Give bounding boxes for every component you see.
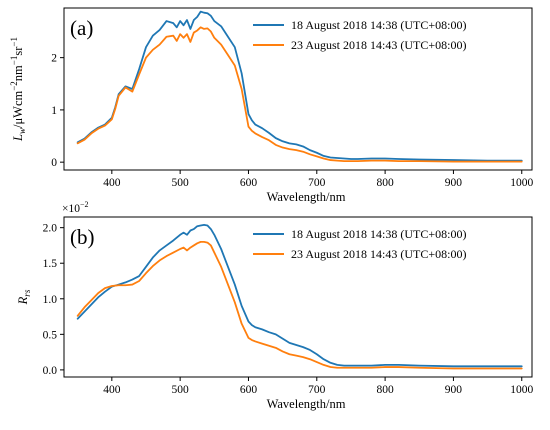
legend-entry-2: 23 August 2018 14:43 (UTC+08:00) — [291, 247, 466, 261]
series-line-1 — [76, 10, 523, 162]
y-label-subscript: w — [17, 128, 27, 134]
legend-entry-1: 18 August 2018 14:38 (UTC+08:00) — [291, 227, 466, 241]
x-tick-label: 900 — [445, 384, 463, 396]
x-tick-label: 900 — [445, 177, 463, 189]
y-axis-label: Rrs — [16, 289, 32, 305]
y-label-superscript: −1 — [9, 56, 19, 66]
plot-frame — [63, 7, 533, 171]
x-tick-label: 400 — [103, 384, 121, 396]
y-tick-label: 1.5 — [43, 258, 58, 270]
x-tick-label: 800 — [376, 384, 394, 396]
y-label-superscript: −2 — [9, 81, 19, 91]
x-tick-label: 500 — [172, 177, 190, 189]
x-tick-label: 800 — [376, 177, 394, 189]
y-tick-label: 0.0 — [43, 365, 58, 377]
scale-base: ×10 — [62, 203, 80, 215]
series-line-2 — [76, 240, 523, 370]
series-line-1 — [76, 223, 523, 368]
x-tick-label: 400 — [103, 177, 121, 189]
y-label-subscript: rs — [22, 289, 32, 297]
y-label-superscript: −1 — [9, 37, 19, 47]
y-tick-label: 0.5 — [43, 329, 58, 341]
y-tick-label: 2.0 — [43, 223, 58, 235]
y-tick-label: 2 — [51, 53, 57, 65]
legend: 18 August 2018 14:38 (UTC+08:00) 23 Augus… — [253, 227, 466, 261]
panel-label: (b) — [70, 225, 95, 249]
legend-entry-2: 23 August 2018 14:43 (UTC+08:00) — [291, 38, 466, 52]
y-axis-label: Lw/μWcm−2nm−1sr−1 — [9, 37, 27, 142]
y-label-symbol: L — [11, 134, 25, 142]
y-scale-multiplier: ×10−2 — [62, 200, 89, 215]
y-label-unit: /μWcm — [11, 90, 25, 128]
series-line-2 — [76, 26, 523, 163]
panel-a: 400 500 600 700 800 900 1000 0 1 2 Wavelength/nm Lw… — [9, 7, 534, 204]
x-tick-label: 1000 — [510, 384, 533, 396]
x-tick-label: 600 — [240, 177, 258, 189]
x-axis-label: Wavelength/nm — [267, 190, 346, 204]
x-tick-label: 700 — [308, 384, 326, 396]
y-label-symbol: R — [16, 296, 30, 305]
x-tick-label: 500 — [172, 384, 190, 396]
scale-exponent: −2 — [80, 200, 89, 209]
y-tick-label: 1.0 — [43, 294, 58, 306]
x-tick-label: 700 — [308, 177, 326, 189]
x-axis-label: Wavelength/nm — [267, 397, 346, 411]
y-tick-label: 1 — [51, 105, 57, 117]
legend-entry-1: 18 August 2018 14:38 (UTC+08:00) — [291, 18, 466, 32]
plot-frame — [63, 216, 533, 378]
x-tick-label: 600 — [240, 384, 258, 396]
x-tick-label: 1000 — [510, 177, 533, 189]
y-tick-label: 0 — [51, 157, 57, 169]
y-label-unit: nm — [11, 65, 25, 81]
panel-b: 400 500 600 700 800 900 1000 0.0 0.5 1.0 1.5 2.0 Wav… — [16, 200, 534, 411]
y-label-unit: sr — [11, 46, 25, 56]
panel-label: (a) — [70, 16, 93, 40]
legend: 18 August 2018 14:38 (UTC+08:00) 23 Augus… — [253, 18, 466, 52]
